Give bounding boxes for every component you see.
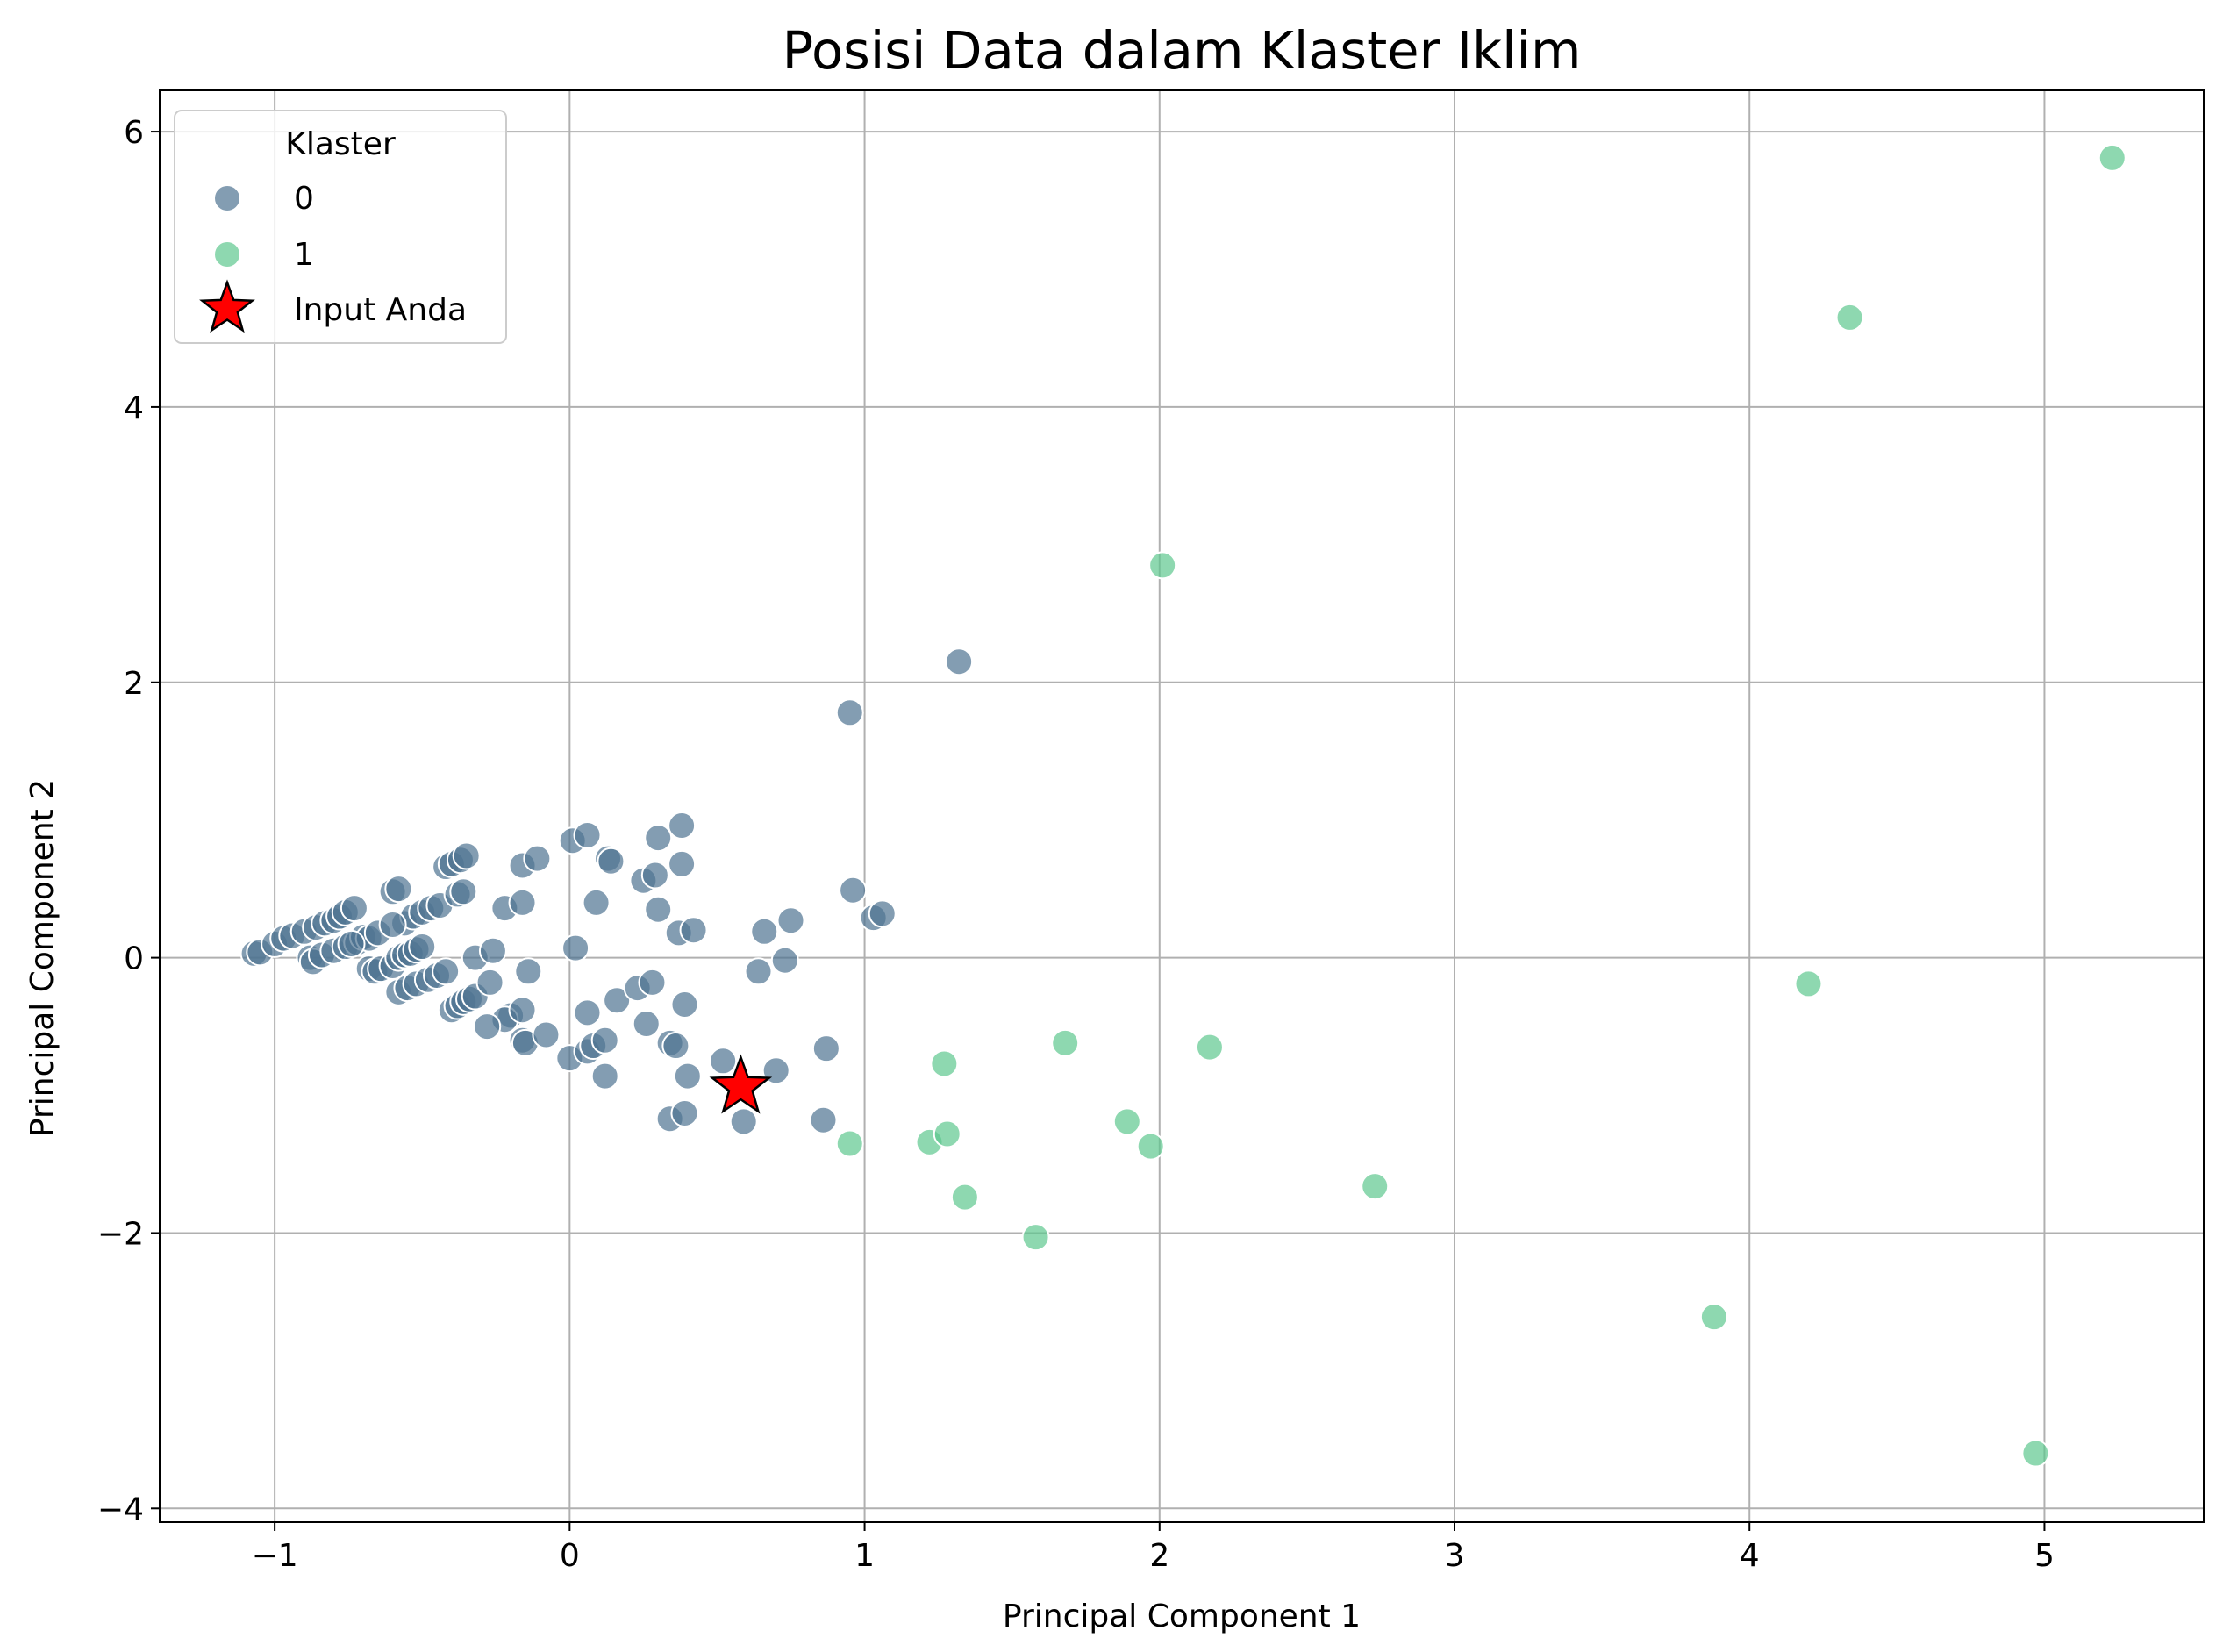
data-point-series-0 [638,968,667,997]
data-point-series-0 [590,1062,619,1091]
legend-title: Klaster [285,126,396,162]
data-point-series-0 [449,877,478,906]
data-point-series-1 [1699,1303,1728,1332]
series-1-points [835,143,2127,1468]
data-point-series-1 [2021,1439,2050,1468]
data-point-series-0 [835,698,864,727]
x-axis-label: Principal Component 1 [1003,1598,1361,1634]
data-point-series-1 [1112,1107,1141,1136]
data-point-series-0 [670,990,699,1019]
data-point-series-1 [1794,969,1823,998]
data-point-series-0 [670,1098,699,1127]
data-point-series-0 [582,888,611,917]
data-point-series-1 [933,1119,961,1148]
data-point-series-0 [532,1020,561,1049]
data-point-series-1 [2098,143,2127,172]
x-tick-label: 2 [1149,1538,1169,1574]
y-tick-label: −4 [97,1491,144,1527]
data-point-series-0 [668,811,697,840]
data-point-series-0 [432,957,461,986]
data-point-series-1 [950,1183,979,1212]
data-point-series-0 [603,986,632,1015]
data-point-series-1 [1835,303,1864,332]
data-point-series-0 [644,824,673,853]
data-point-series-1 [930,1049,959,1078]
data-point-series-0 [473,1012,502,1041]
data-point-series-0 [337,929,366,958]
data-point-series-0 [668,849,697,878]
data-point-series-0 [729,1107,758,1136]
data-point-series-1 [1195,1033,1224,1062]
data-point-series-0 [776,906,805,935]
data-point-series-1 [835,1129,864,1158]
data-point-series-0 [945,647,974,676]
data-point-series-0 [744,957,773,986]
x-tick-label: 0 [560,1538,580,1574]
data-point-series-0 [514,957,543,986]
y-tick-label: −2 [97,1216,144,1252]
data-point-series-1 [1021,1223,1050,1252]
data-point-series-0 [478,936,507,965]
data-point-series-0 [408,933,437,962]
data-point-series-0 [378,910,407,939]
data-point-series-0 [573,998,602,1027]
ticks: −1 0 1 2 3 4 5 −4 −2 0 2 4 6 [97,115,2055,1574]
data-point-series-0 [811,1034,840,1063]
data-point-series-0 [839,876,868,905]
data-point-series-0 [770,946,799,975]
data-point-series-0 [644,895,673,924]
y-tick-label: 4 [124,390,144,426]
legend-swatch-series-0 [213,184,241,212]
legend-swatch-series-1 [213,240,241,268]
data-point-series-0 [508,888,537,917]
data-point-series-0 [750,917,779,946]
plot-frame [159,89,2205,1523]
x-tick-label: 5 [2034,1538,2055,1574]
y-tick-label: 2 [124,666,144,702]
x-tick-label: 1 [854,1538,875,1574]
data-point-series-0 [673,1062,702,1091]
y-axis-label: Principal Component 2 [25,779,61,1137]
data-point-series-0 [640,861,669,890]
legend-star-icon [199,279,255,333]
data-point-series-0 [661,1032,690,1061]
data-point-series-0 [340,894,368,923]
data-point-series-1 [1136,1132,1165,1161]
data-point-series-1 [1148,551,1177,580]
data-point-series-0 [561,933,590,962]
chart-title: Posisi Data dalam Klaster Iklim [783,20,1582,81]
data-point-series-0 [590,1026,619,1055]
data-point-series-0 [573,820,602,849]
data-point-series-0 [384,875,413,904]
data-point-series-0 [523,844,552,873]
data-point-series-0 [452,841,481,870]
data-point-series-0 [868,899,897,928]
data-point-series-0 [508,996,537,1025]
x-tick-label: −1 [252,1538,298,1574]
highlight-marker [709,1054,773,1114]
data-point-series-1 [1051,1028,1080,1057]
y-tick-label: 6 [124,115,144,151]
legend-label-series-1: 1 [294,237,314,273]
legend-box [174,110,507,344]
y-tick-label: 0 [124,941,144,977]
data-point-series-0 [679,916,708,945]
legend-star-shape [199,279,255,333]
legend: Klaster 0 1 Input Anda [174,110,507,344]
legend-label-highlight: Input Anda [294,292,467,328]
data-point-series-0 [709,1047,738,1076]
data-point-series-0 [597,847,625,876]
data-point-series-0 [475,968,504,997]
data-point-series-0 [632,1009,661,1038]
legend-label-series-0: 0 [294,181,314,217]
x-tick-label: 3 [1445,1538,1465,1574]
series-0-points [239,647,974,1136]
x-tick-label: 4 [1740,1538,1760,1574]
data-point-series-0 [809,1105,838,1134]
data-point-series-1 [1361,1172,1390,1201]
input-star-marker [709,1054,773,1114]
